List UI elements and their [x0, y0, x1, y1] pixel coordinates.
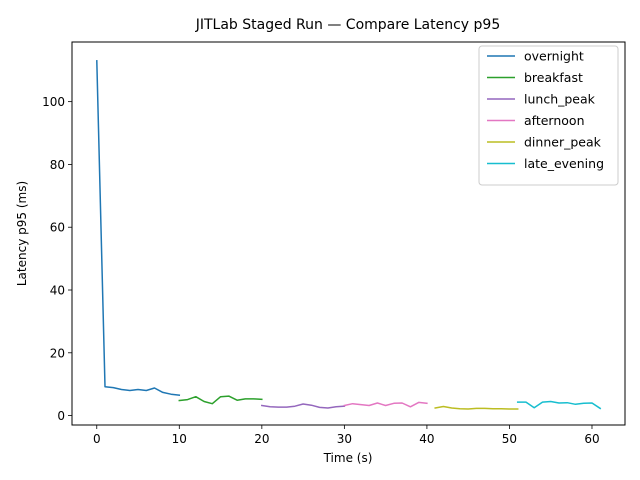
- legend-label-lunch-peak: lunch_peak: [524, 92, 596, 107]
- y-axis-ticks: 0 20 40 60 80 100: [42, 95, 72, 423]
- series-line-afternoon: [343, 401, 428, 408]
- series-line-dinner-peak: [434, 405, 519, 410]
- x-tick-label: 20: [254, 432, 269, 446]
- legend: overnight breakfast lunch_peak afternoon din…: [478, 45, 619, 186]
- axes-frame: [71, 41, 626, 426]
- y-tick-label: 0: [57, 409, 65, 423]
- legend-box: [478, 45, 619, 186]
- y-axis-label: Latency p95 (ms): [15, 181, 29, 286]
- chart-title: JITLab Staged Run — Compare Latency p95: [195, 17, 501, 33]
- x-tick-label: 0: [93, 432, 101, 446]
- y-tick-label: 60: [50, 221, 65, 235]
- legend-label-afternoon: afternoon: [524, 113, 585, 128]
- legend-label-dinner-peak: dinner_peak: [524, 135, 602, 150]
- x-axis-ticks: 0 10 20 30 40 50 60: [93, 425, 600, 446]
- legend-label-late-evening: late_evening: [524, 156, 604, 171]
- y-tick-label: 80: [50, 158, 65, 172]
- series-line-overnight: [96, 60, 181, 397]
- y-tick-label: 20: [50, 346, 65, 360]
- legend-label-overnight: overnight: [524, 49, 584, 64]
- x-tick-label: 30: [337, 432, 352, 446]
- series-line-lunch-peak: [260, 403, 346, 409]
- y-tick-label: 100: [42, 95, 65, 109]
- x-axis-label: Time (s): [323, 451, 373, 465]
- series-line-breakfast: [178, 395, 263, 405]
- x-tick-label: 40: [419, 432, 434, 446]
- x-tick-label: 60: [584, 432, 599, 446]
- plot-series: [96, 60, 602, 410]
- x-tick-label: 50: [502, 432, 517, 446]
- series-line-late-evening: [516, 400, 602, 410]
- x-tick-label: 10: [172, 432, 187, 446]
- y-tick-label: 40: [50, 284, 65, 298]
- legend-label-breakfast: breakfast: [524, 70, 583, 85]
